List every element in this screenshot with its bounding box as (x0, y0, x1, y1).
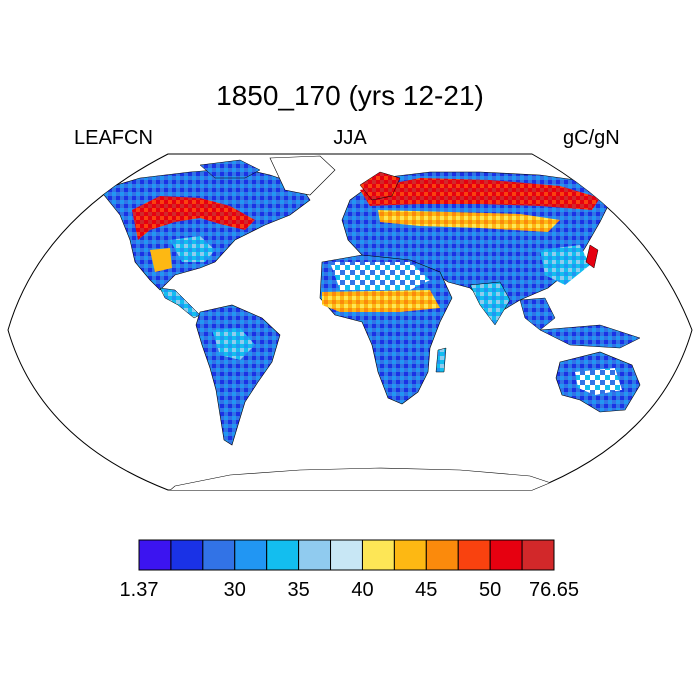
colorbar-swatch (425, 539, 459, 571)
colorbar-swatch (298, 539, 332, 571)
colorbar-labels: 1.37 30 35 40 45 50 76.65 (120, 579, 580, 601)
season-label: JJA (333, 127, 367, 149)
colorbar-swatch (138, 539, 172, 571)
sahara (330, 262, 430, 290)
map-title: 1850_170 (yrs 12-21) (216, 80, 484, 111)
india (469, 281, 511, 326)
variable-label: LEAFCN (74, 127, 153, 149)
north-america-east (170, 236, 215, 262)
north-america-plains (150, 248, 172, 272)
colorbar-label: 45 (415, 579, 437, 601)
eurasia-boreal (360, 178, 600, 210)
colorbar-swatch (330, 539, 363, 571)
antarctica (167, 467, 562, 490)
colorbar-swatch (521, 539, 555, 571)
colorbar-label: 40 (351, 579, 373, 601)
colorbar-swatch (457, 539, 491, 571)
scandinavia (359, 171, 401, 201)
indonesia (539, 324, 641, 349)
greenland (269, 155, 336, 196)
east-asia (540, 245, 590, 285)
colorbar-label: 1.37 (120, 579, 159, 601)
south-america-interior (212, 328, 255, 360)
colorbar-swatch (234, 539, 268, 571)
arctic-islands (199, 159, 261, 179)
japan (585, 244, 599, 269)
eurasia-steppe (378, 210, 560, 232)
madagascar (435, 347, 447, 373)
central-america (159, 287, 201, 319)
colorbar-swatch (361, 539, 395, 571)
units-label: gC/gN (563, 127, 620, 149)
colorbar-swatch (170, 539, 204, 571)
colorbar-label: 30 (224, 579, 246, 601)
colorbar-swatch (489, 539, 523, 571)
colorbar-label: 50 (479, 579, 501, 601)
southeast-asia (519, 297, 556, 331)
colorbar-boxes (138, 539, 555, 571)
colorbar-label: 76.65 (529, 579, 579, 601)
colorbar-label: 35 (287, 579, 309, 601)
australia-interior (575, 368, 622, 395)
sahel (322, 290, 440, 312)
colorbar-swatch (202, 539, 236, 571)
colorbar-swatch (393, 539, 427, 571)
north-america-boreal (132, 196, 255, 240)
colorbar-swatch (266, 539, 300, 571)
